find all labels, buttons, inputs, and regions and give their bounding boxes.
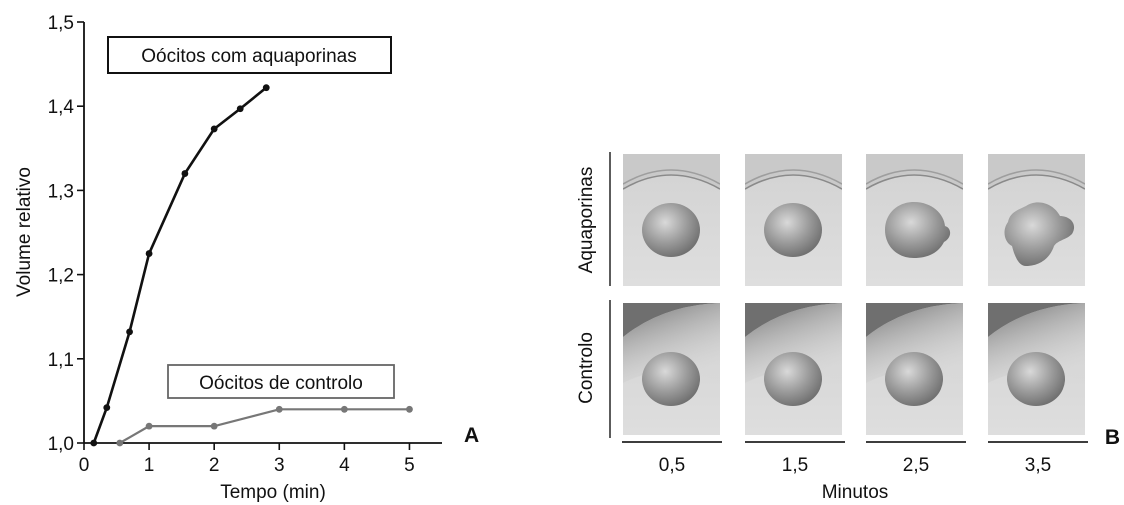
- time-label-4: 3,5: [1025, 455, 1051, 476]
- data-point-aquaporinas: [103, 404, 111, 412]
- aquaporin-oocyte-tile: [623, 154, 720, 286]
- data-point-aquaporinas: [126, 328, 133, 336]
- data-point-controlo: [116, 439, 124, 447]
- y-tick-label: 1,0: [48, 434, 74, 455]
- data-point-aquaporinas: [210, 125, 218, 133]
- data-point-controlo: [145, 422, 153, 430]
- series-line-controlo: [119, 408, 410, 444]
- x-tick-label: 1: [144, 455, 155, 476]
- row-label-controlo: Controlo: [576, 332, 597, 404]
- x-tick-label: 4: [339, 455, 350, 476]
- time-label-1: 0,5: [659, 455, 685, 476]
- data-point-aquaporinas: [90, 439, 98, 447]
- data-point-controlo: [340, 405, 348, 413]
- aquaporin-oocyte-tile: [866, 154, 963, 286]
- oocyte-cell: [642, 352, 700, 406]
- aquaporin-series-label: Oócitos com aquaporinas: [141, 46, 356, 67]
- minutos-axis-label: Minutos: [822, 482, 889, 503]
- panel-letter-a-text: A: [464, 424, 480, 447]
- control-oocyte-tile: [988, 303, 1085, 435]
- aquaporin-oocyte-tile: [988, 154, 1085, 286]
- control-oocyte-tile: [866, 303, 963, 435]
- oocyte-cell: [1007, 352, 1065, 406]
- series-line-aquaporinas: [92, 86, 268, 444]
- control-series-label: Oócitos de controlo: [199, 373, 363, 394]
- y-tick-label: 1,2: [48, 266, 74, 287]
- data-point-controlo: [210, 422, 218, 430]
- oocyte-cell: [1004, 202, 1075, 266]
- time-label-2: 1,5: [782, 455, 808, 476]
- x-tick-label: 2: [209, 455, 220, 476]
- data-point-aquaporinas: [181, 170, 189, 177]
- y-tick-label: 1,5: [48, 13, 74, 34]
- data-point-controlo: [406, 405, 413, 413]
- oocyte-cell: [885, 202, 951, 258]
- aquaporin-oocyte-tile: [745, 154, 842, 286]
- x-axis-label: Tempo (min): [220, 482, 326, 503]
- data-point-aquaporinas: [236, 105, 244, 113]
- control-oocyte-tile: [745, 303, 842, 435]
- y-tick-label: 1,1: [48, 350, 74, 371]
- y-tick-label: 1,3: [48, 181, 74, 202]
- data-point-aquaporinas: [145, 250, 153, 257]
- volume-chart: 1,0 1,1 1,2 1,3 1,4 1,5 0 1 2 3 4 5 Oócitos com aqu…: [14, 13, 442, 503]
- y-axis-label: Volume relativo: [14, 167, 35, 297]
- data-point-controlo: [275, 405, 283, 413]
- oocyte-cell: [885, 352, 943, 406]
- oocyte-cell: [764, 352, 822, 406]
- row-label-aquaporinas: Aquaporinas: [576, 167, 597, 274]
- oocyte-micrograph-panel: Aquaporinas Controlo 0,5 1,5 2,5 3,5 Min…: [576, 152, 1120, 503]
- control-label-box: [167, 364, 395, 399]
- x-tick-label: 5: [404, 455, 415, 476]
- data-point-aquaporinas: [262, 84, 270, 92]
- oocyte-cell: [764, 203, 822, 257]
- oocyte-cell: [642, 203, 700, 257]
- panel-letter-b: B: [1105, 426, 1120, 449]
- y-tick-label: 1,4: [48, 97, 75, 118]
- x-tick-label: 3: [274, 455, 285, 476]
- x-tick-label: 0: [79, 455, 90, 476]
- time-label-3: 2,5: [903, 455, 929, 476]
- control-oocyte-tile: [623, 303, 720, 435]
- aquaporin-label-box: [107, 36, 392, 74]
